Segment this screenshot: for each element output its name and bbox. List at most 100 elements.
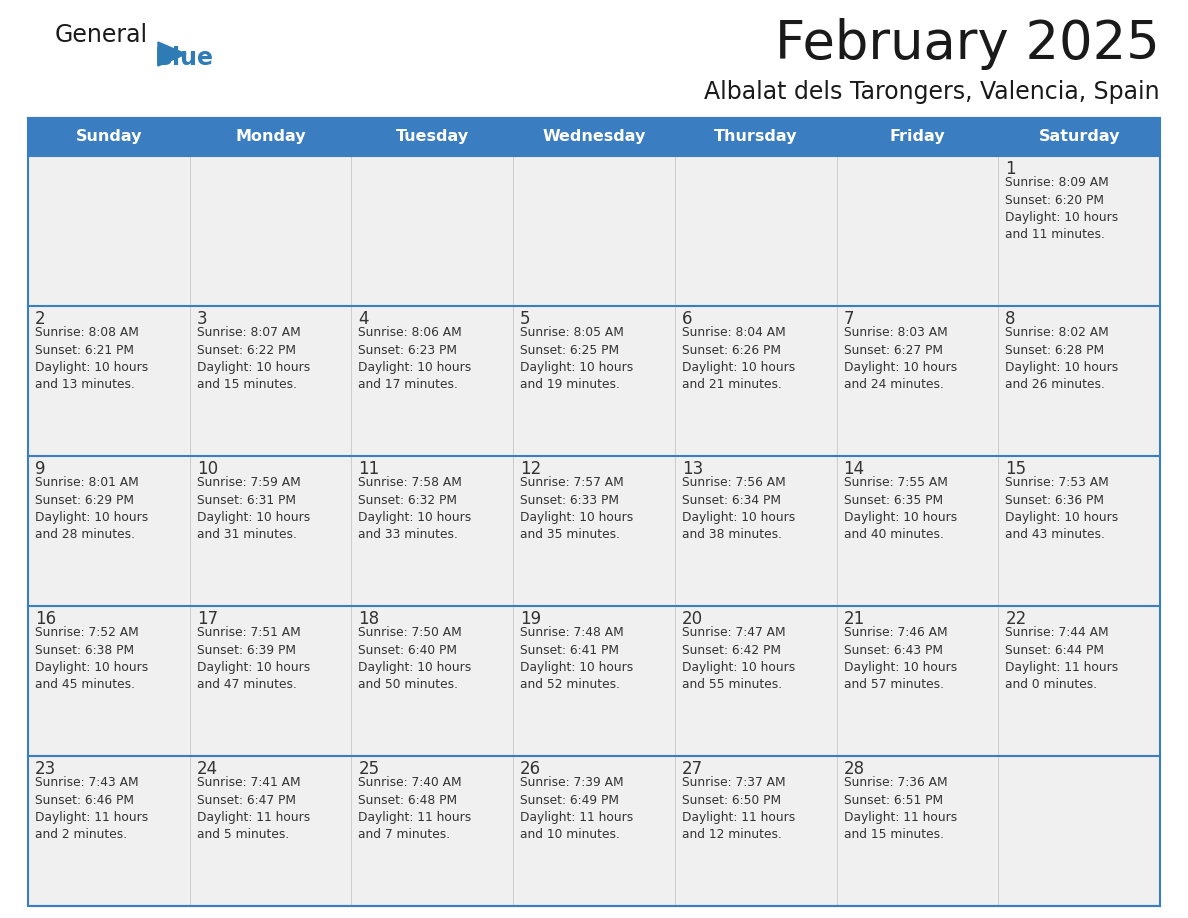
Bar: [190, 606, 352, 756]
Bar: [998, 606, 1159, 756]
Text: 22: 22: [1005, 610, 1026, 628]
Text: Monday: Monday: [235, 129, 305, 144]
Bar: [675, 606, 836, 756]
Bar: [998, 306, 1159, 456]
Bar: [352, 606, 513, 756]
Text: 5: 5: [520, 310, 531, 328]
Bar: [352, 306, 513, 456]
Text: Friday: Friday: [890, 129, 946, 144]
Bar: [352, 456, 513, 606]
Text: Sunday: Sunday: [76, 129, 143, 144]
Bar: [29, 156, 190, 306]
Bar: [352, 756, 513, 906]
Text: Sunrise: 7:37 AM
Sunset: 6:50 PM
Daylight: 11 hours
and 12 minutes.: Sunrise: 7:37 AM Sunset: 6:50 PM Dayligh…: [682, 776, 795, 842]
Text: Sunrise: 7:43 AM
Sunset: 6:46 PM
Daylight: 11 hours
and 2 minutes.: Sunrise: 7:43 AM Sunset: 6:46 PM Dayligh…: [34, 776, 148, 842]
Text: 2: 2: [34, 310, 45, 328]
Text: Wednesday: Wednesday: [542, 129, 646, 144]
Text: Saturday: Saturday: [1038, 129, 1120, 144]
Bar: [836, 756, 998, 906]
Text: Sunrise: 8:02 AM
Sunset: 6:28 PM
Daylight: 10 hours
and 26 minutes.: Sunrise: 8:02 AM Sunset: 6:28 PM Dayligh…: [1005, 326, 1119, 391]
Bar: [675, 456, 836, 606]
Bar: [190, 306, 352, 456]
Text: Sunrise: 7:36 AM
Sunset: 6:51 PM
Daylight: 11 hours
and 15 minutes.: Sunrise: 7:36 AM Sunset: 6:51 PM Dayligh…: [843, 776, 956, 842]
Bar: [836, 456, 998, 606]
Bar: [675, 306, 836, 456]
Text: 11: 11: [359, 460, 380, 478]
Text: Sunrise: 7:58 AM
Sunset: 6:32 PM
Daylight: 10 hours
and 33 minutes.: Sunrise: 7:58 AM Sunset: 6:32 PM Dayligh…: [359, 476, 472, 542]
Polygon shape: [158, 42, 187, 66]
Bar: [190, 456, 352, 606]
Bar: [836, 156, 998, 306]
Bar: [513, 156, 675, 306]
Bar: [190, 156, 352, 306]
Text: 25: 25: [359, 760, 379, 778]
Text: 1: 1: [1005, 160, 1016, 178]
Text: Sunrise: 8:06 AM
Sunset: 6:23 PM
Daylight: 10 hours
and 17 minutes.: Sunrise: 8:06 AM Sunset: 6:23 PM Dayligh…: [359, 326, 472, 391]
Text: Sunrise: 7:52 AM
Sunset: 6:38 PM
Daylight: 10 hours
and 45 minutes.: Sunrise: 7:52 AM Sunset: 6:38 PM Dayligh…: [34, 626, 148, 691]
Text: 9: 9: [34, 460, 45, 478]
Text: 4: 4: [359, 310, 369, 328]
Bar: [29, 118, 1159, 156]
Bar: [29, 118, 1159, 906]
Text: Sunrise: 7:53 AM
Sunset: 6:36 PM
Daylight: 10 hours
and 43 minutes.: Sunrise: 7:53 AM Sunset: 6:36 PM Dayligh…: [1005, 476, 1119, 542]
Text: Tuesday: Tuesday: [396, 129, 469, 144]
Text: General: General: [55, 23, 148, 47]
Bar: [998, 156, 1159, 306]
Text: Albalat dels Tarongers, Valencia, Spain: Albalat dels Tarongers, Valencia, Spain: [704, 80, 1159, 104]
Text: 21: 21: [843, 610, 865, 628]
Bar: [513, 606, 675, 756]
Bar: [29, 756, 190, 906]
Text: 26: 26: [520, 760, 542, 778]
Bar: [513, 756, 675, 906]
Text: 20: 20: [682, 610, 703, 628]
Bar: [836, 306, 998, 456]
Text: Sunrise: 7:56 AM
Sunset: 6:34 PM
Daylight: 10 hours
and 38 minutes.: Sunrise: 7:56 AM Sunset: 6:34 PM Dayligh…: [682, 476, 795, 542]
Bar: [998, 756, 1159, 906]
Text: Sunrise: 8:05 AM
Sunset: 6:25 PM
Daylight: 10 hours
and 19 minutes.: Sunrise: 8:05 AM Sunset: 6:25 PM Dayligh…: [520, 326, 633, 391]
Text: Sunrise: 7:39 AM
Sunset: 6:49 PM
Daylight: 11 hours
and 10 minutes.: Sunrise: 7:39 AM Sunset: 6:49 PM Dayligh…: [520, 776, 633, 842]
Text: 19: 19: [520, 610, 542, 628]
Text: 12: 12: [520, 460, 542, 478]
Bar: [513, 456, 675, 606]
Text: 24: 24: [197, 760, 217, 778]
Text: Sunrise: 7:50 AM
Sunset: 6:40 PM
Daylight: 10 hours
and 50 minutes.: Sunrise: 7:50 AM Sunset: 6:40 PM Dayligh…: [359, 626, 472, 691]
Text: 16: 16: [34, 610, 56, 628]
Text: Sunrise: 8:09 AM
Sunset: 6:20 PM
Daylight: 10 hours
and 11 minutes.: Sunrise: 8:09 AM Sunset: 6:20 PM Dayligh…: [1005, 176, 1119, 241]
Bar: [513, 306, 675, 456]
Text: 18: 18: [359, 610, 379, 628]
Bar: [29, 606, 190, 756]
Text: 14: 14: [843, 460, 865, 478]
Bar: [675, 156, 836, 306]
Text: 7: 7: [843, 310, 854, 328]
Bar: [352, 156, 513, 306]
Text: 15: 15: [1005, 460, 1026, 478]
Bar: [998, 456, 1159, 606]
Text: Sunrise: 7:41 AM
Sunset: 6:47 PM
Daylight: 11 hours
and 5 minutes.: Sunrise: 7:41 AM Sunset: 6:47 PM Dayligh…: [197, 776, 310, 842]
Text: 6: 6: [682, 310, 693, 328]
Text: Thursday: Thursday: [714, 129, 797, 144]
Text: Sunrise: 7:57 AM
Sunset: 6:33 PM
Daylight: 10 hours
and 35 minutes.: Sunrise: 7:57 AM Sunset: 6:33 PM Dayligh…: [520, 476, 633, 542]
Text: Sunrise: 8:04 AM
Sunset: 6:26 PM
Daylight: 10 hours
and 21 minutes.: Sunrise: 8:04 AM Sunset: 6:26 PM Dayligh…: [682, 326, 795, 391]
Bar: [675, 756, 836, 906]
Bar: [190, 756, 352, 906]
Text: Sunrise: 8:08 AM
Sunset: 6:21 PM
Daylight: 10 hours
and 13 minutes.: Sunrise: 8:08 AM Sunset: 6:21 PM Dayligh…: [34, 326, 148, 391]
Text: February 2025: February 2025: [776, 18, 1159, 70]
Text: Sunrise: 7:46 AM
Sunset: 6:43 PM
Daylight: 10 hours
and 57 minutes.: Sunrise: 7:46 AM Sunset: 6:43 PM Dayligh…: [843, 626, 956, 691]
Text: Sunrise: 7:47 AM
Sunset: 6:42 PM
Daylight: 10 hours
and 55 minutes.: Sunrise: 7:47 AM Sunset: 6:42 PM Dayligh…: [682, 626, 795, 691]
Bar: [29, 306, 190, 456]
Text: Sunrise: 7:51 AM
Sunset: 6:39 PM
Daylight: 10 hours
and 47 minutes.: Sunrise: 7:51 AM Sunset: 6:39 PM Dayligh…: [197, 626, 310, 691]
Text: 27: 27: [682, 760, 703, 778]
Text: Sunrise: 7:40 AM
Sunset: 6:48 PM
Daylight: 11 hours
and 7 minutes.: Sunrise: 7:40 AM Sunset: 6:48 PM Dayligh…: [359, 776, 472, 842]
Text: Sunrise: 8:07 AM
Sunset: 6:22 PM
Daylight: 10 hours
and 15 minutes.: Sunrise: 8:07 AM Sunset: 6:22 PM Dayligh…: [197, 326, 310, 391]
Text: 10: 10: [197, 460, 217, 478]
Text: Sunrise: 8:03 AM
Sunset: 6:27 PM
Daylight: 10 hours
and 24 minutes.: Sunrise: 8:03 AM Sunset: 6:27 PM Dayligh…: [843, 326, 956, 391]
Text: Sunrise: 7:59 AM
Sunset: 6:31 PM
Daylight: 10 hours
and 31 minutes.: Sunrise: 7:59 AM Sunset: 6:31 PM Dayligh…: [197, 476, 310, 542]
Text: Sunrise: 7:44 AM
Sunset: 6:44 PM
Daylight: 11 hours
and 0 minutes.: Sunrise: 7:44 AM Sunset: 6:44 PM Dayligh…: [1005, 626, 1119, 691]
Bar: [836, 606, 998, 756]
Text: Sunrise: 7:48 AM
Sunset: 6:41 PM
Daylight: 10 hours
and 52 minutes.: Sunrise: 7:48 AM Sunset: 6:41 PM Dayligh…: [520, 626, 633, 691]
Text: 8: 8: [1005, 310, 1016, 328]
Text: Sunrise: 8:01 AM
Sunset: 6:29 PM
Daylight: 10 hours
and 28 minutes.: Sunrise: 8:01 AM Sunset: 6:29 PM Dayligh…: [34, 476, 148, 542]
Bar: [29, 456, 190, 606]
Text: 17: 17: [197, 610, 217, 628]
Text: 3: 3: [197, 310, 208, 328]
